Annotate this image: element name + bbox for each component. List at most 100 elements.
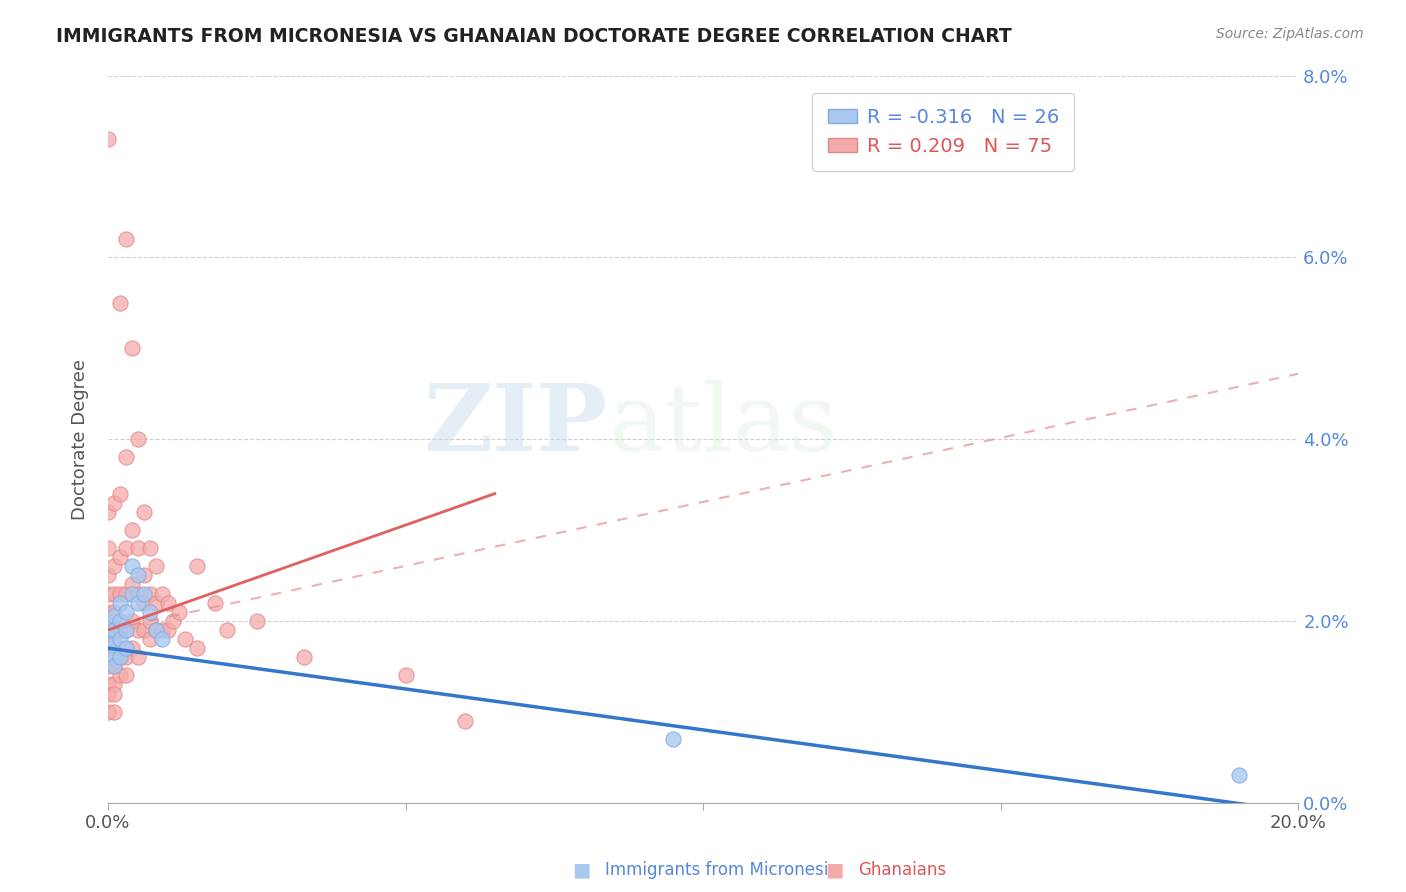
- Point: [97, 641, 120, 656]
- Point: [108, 650, 131, 665]
- Point: [138, 614, 160, 628]
- Point: [150, 586, 173, 600]
- Point: [145, 623, 167, 637]
- Point: [150, 632, 173, 646]
- Point: [108, 614, 131, 628]
- Point: [145, 559, 167, 574]
- Point: [1227, 768, 1250, 782]
- Point: [97, 568, 120, 582]
- Point: [115, 623, 138, 637]
- Point: [97, 505, 120, 519]
- Point: [169, 605, 191, 619]
- Point: [115, 232, 138, 246]
- Point: [103, 705, 125, 719]
- Point: [115, 641, 138, 656]
- Point: [121, 577, 143, 591]
- Point: [103, 641, 125, 656]
- Point: [108, 650, 131, 665]
- Point: [215, 623, 238, 637]
- Text: atlas: atlas: [607, 379, 837, 469]
- Text: Source: ZipAtlas.com: Source: ZipAtlas.com: [1216, 27, 1364, 41]
- Point: [145, 623, 167, 637]
- Point: [156, 596, 179, 610]
- Point: [145, 596, 167, 610]
- Point: [97, 677, 120, 691]
- Point: [127, 541, 149, 555]
- Point: [132, 586, 155, 600]
- Point: [115, 623, 138, 637]
- Point: [132, 505, 155, 519]
- Point: [115, 586, 138, 600]
- Point: [103, 559, 125, 574]
- Point: [97, 687, 120, 701]
- Point: [103, 609, 125, 624]
- Point: [97, 623, 120, 637]
- Point: [97, 636, 120, 650]
- Point: [121, 586, 143, 600]
- Point: [121, 523, 143, 537]
- Point: [108, 295, 131, 310]
- Point: [115, 450, 138, 465]
- Point: [115, 650, 138, 665]
- Legend: R = -0.316   N = 26, R = 0.209   N = 75: R = -0.316 N = 26, R = 0.209 N = 75: [813, 93, 1074, 171]
- Point: [97, 614, 120, 628]
- Point: [97, 650, 120, 665]
- Text: IMMIGRANTS FROM MICRONESIA VS GHANAIAN DOCTORATE DEGREE CORRELATION CHART: IMMIGRANTS FROM MICRONESIA VS GHANAIAN D…: [56, 27, 1012, 45]
- Point: [127, 586, 149, 600]
- Text: ZIP: ZIP: [423, 379, 607, 469]
- Point: [108, 550, 131, 565]
- Point: [103, 636, 125, 650]
- Point: [115, 541, 138, 555]
- Text: ■: ■: [825, 860, 844, 880]
- Point: [132, 568, 155, 582]
- Point: [138, 605, 160, 619]
- Point: [138, 586, 160, 600]
- Text: ■: ■: [572, 860, 591, 880]
- Text: Ghanaians: Ghanaians: [858, 861, 946, 879]
- Point: [186, 641, 208, 656]
- Point: [103, 623, 125, 637]
- Point: [115, 668, 138, 682]
- Point: [103, 677, 125, 691]
- Point: [174, 632, 197, 646]
- Point: [108, 623, 131, 637]
- Point: [97, 586, 120, 600]
- Point: [204, 596, 226, 610]
- Point: [108, 632, 131, 646]
- Point: [103, 605, 125, 619]
- Point: [132, 596, 155, 610]
- Point: [103, 659, 125, 673]
- Point: [138, 541, 160, 555]
- Point: [186, 559, 208, 574]
- Point: [103, 687, 125, 701]
- Point: [454, 714, 477, 728]
- Point: [132, 623, 155, 637]
- Point: [97, 618, 120, 632]
- Point: [108, 668, 131, 682]
- Point: [97, 650, 120, 665]
- Point: [121, 614, 143, 628]
- Point: [97, 632, 120, 646]
- Point: [121, 559, 143, 574]
- Point: [97, 541, 120, 555]
- Point: [662, 731, 685, 746]
- Point: [97, 705, 120, 719]
- Point: [127, 623, 149, 637]
- Y-axis label: Doctorate Degree: Doctorate Degree: [72, 359, 89, 519]
- Point: [246, 614, 269, 628]
- Point: [127, 650, 149, 665]
- Point: [150, 623, 173, 637]
- Point: [103, 496, 125, 510]
- Point: [108, 596, 131, 610]
- Point: [103, 586, 125, 600]
- Point: [127, 568, 149, 582]
- Point: [292, 650, 315, 665]
- Point: [121, 341, 143, 355]
- Point: [97, 627, 120, 641]
- Point: [103, 659, 125, 673]
- Point: [394, 668, 416, 682]
- Point: [162, 614, 184, 628]
- Point: [127, 596, 149, 610]
- Point: [97, 605, 120, 619]
- Point: [103, 650, 125, 665]
